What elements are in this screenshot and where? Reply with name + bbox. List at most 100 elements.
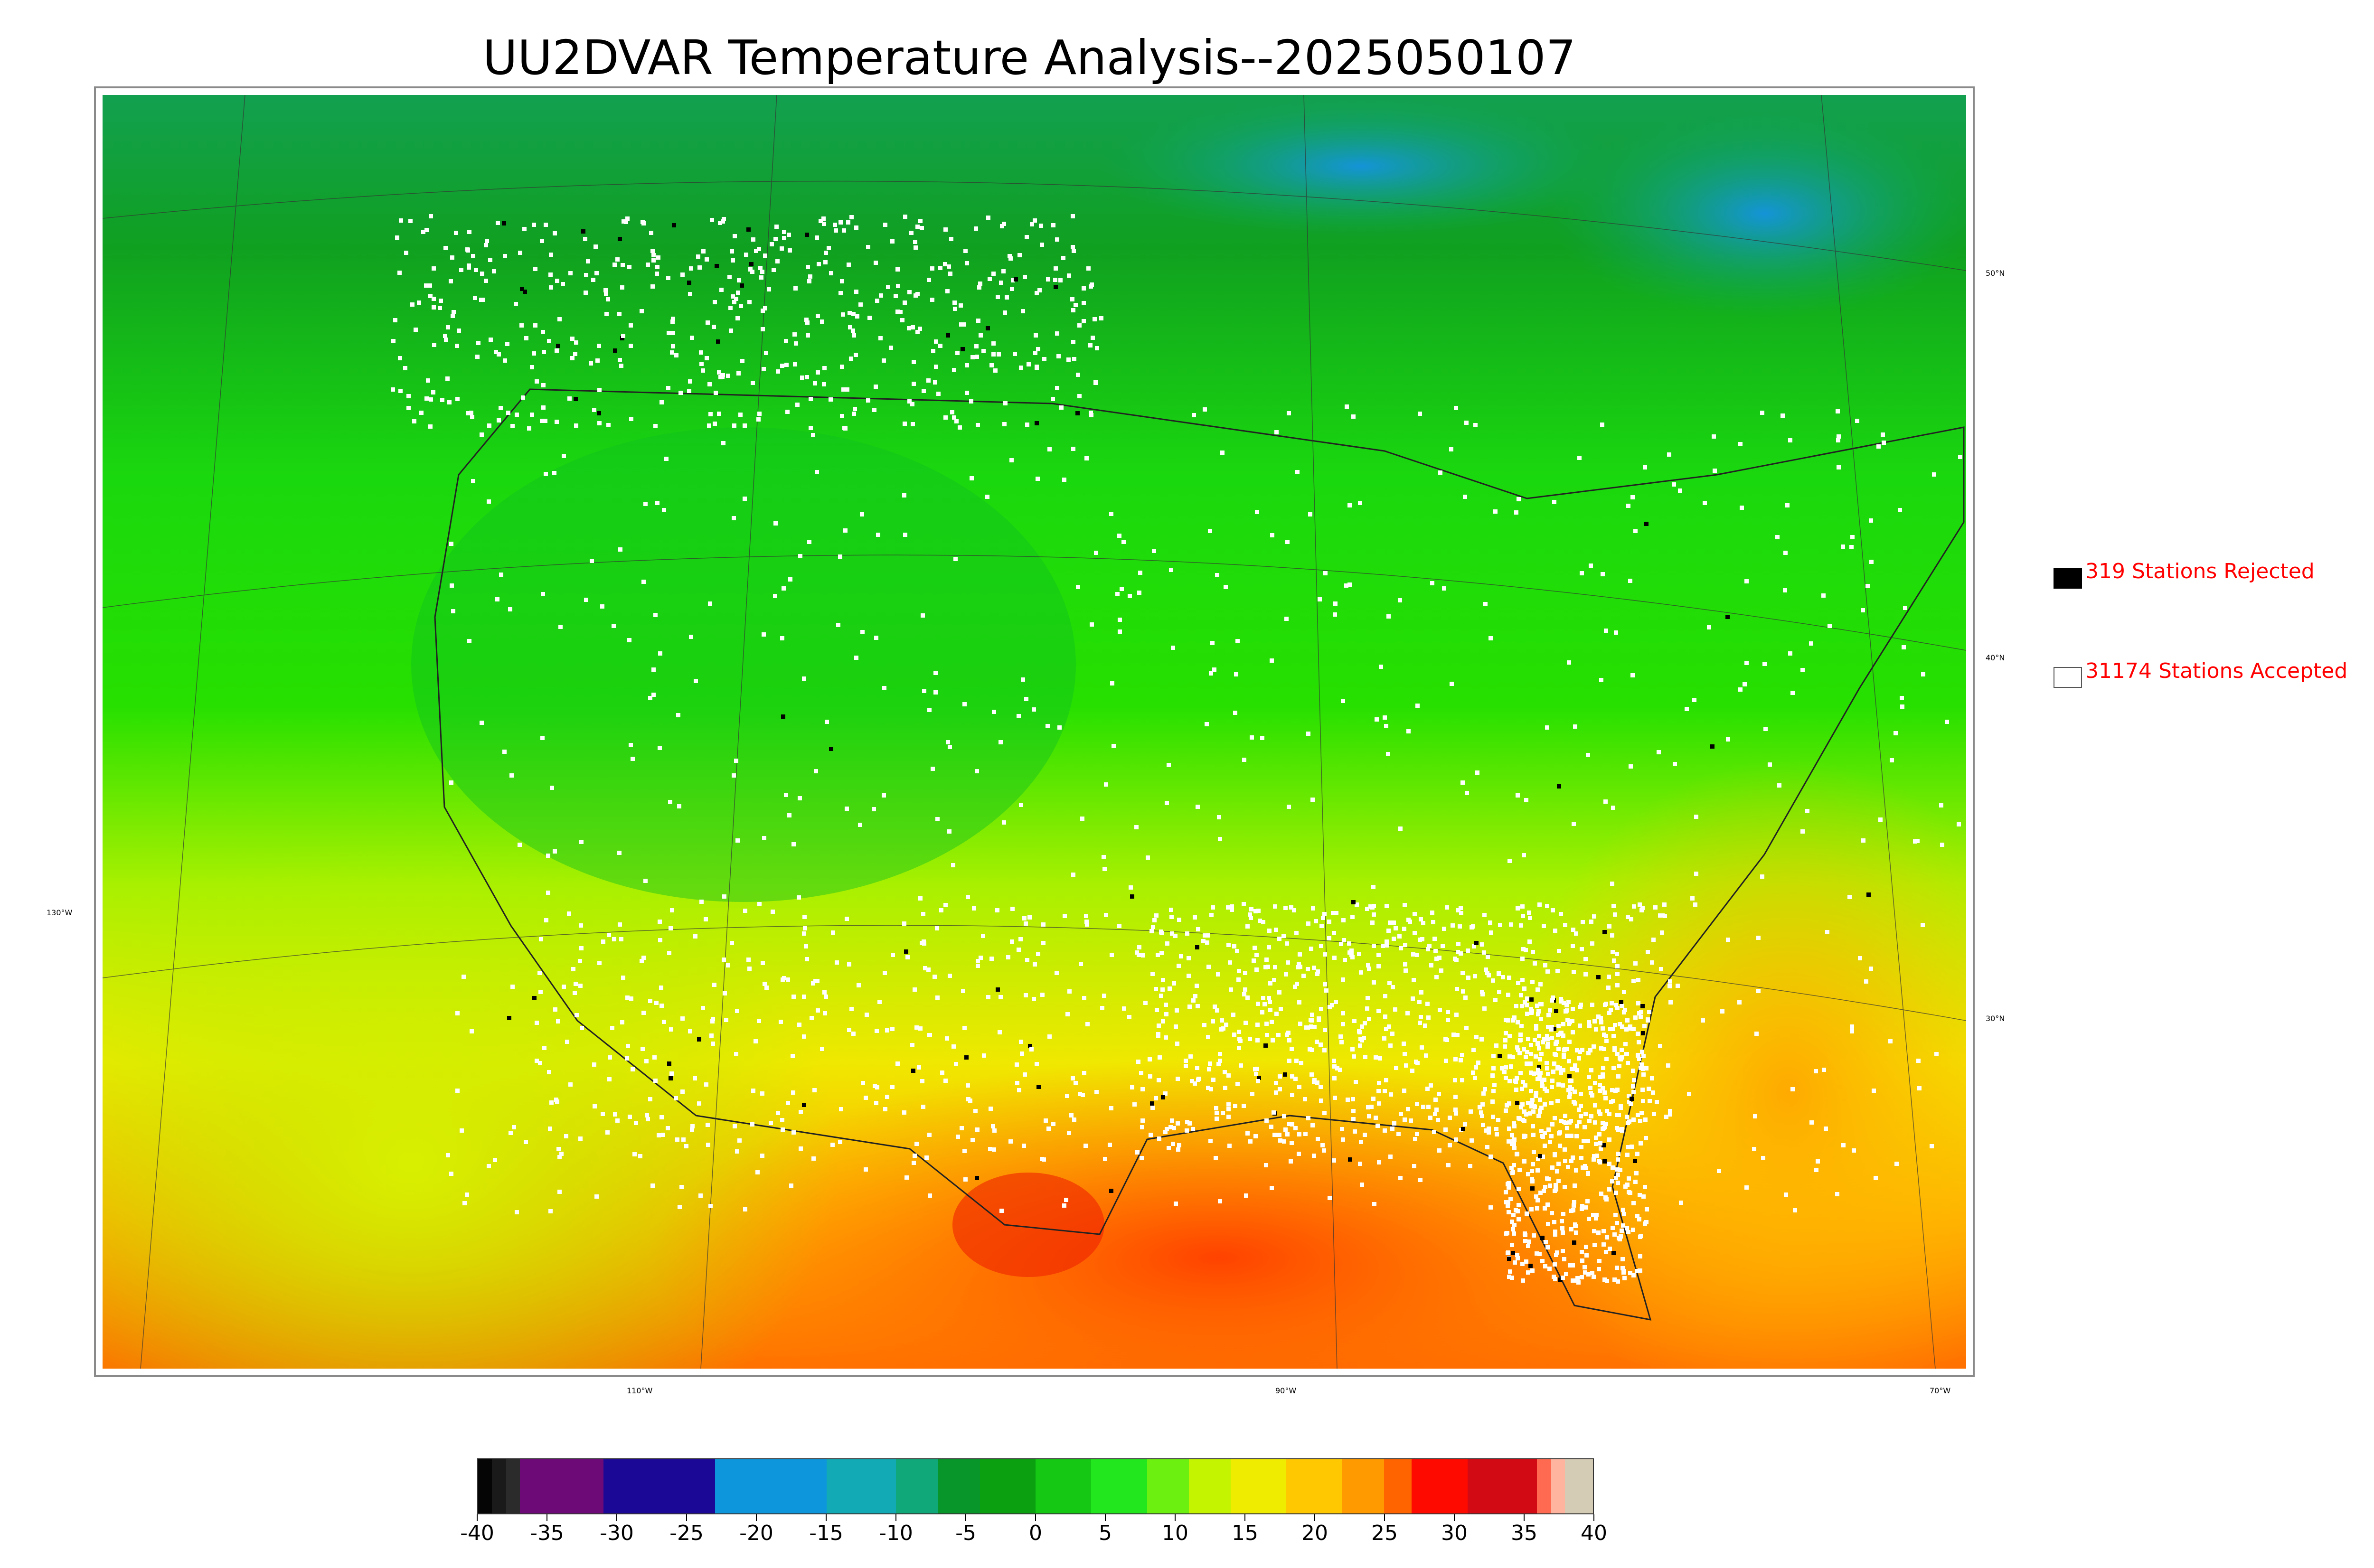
station-marker	[1269, 1125, 1273, 1129]
station-marker	[1529, 1089, 1533, 1093]
station-marker	[1514, 510, 1518, 515]
station-marker	[1725, 615, 1730, 619]
station-marker	[1900, 704, 1904, 709]
station-marker	[1352, 1054, 1356, 1059]
station-marker	[681, 1137, 686, 1142]
station-marker	[948, 272, 952, 276]
station-marker	[1519, 1024, 1524, 1028]
station-marker	[858, 302, 863, 307]
station-marker	[1140, 1125, 1144, 1129]
station-marker	[1019, 1040, 1023, 1044]
station-marker	[1510, 1276, 1514, 1280]
station-marker	[1277, 1133, 1281, 1137]
station-marker	[1625, 1018, 1630, 1023]
station-marker	[976, 423, 980, 427]
station-marker	[1512, 1121, 1516, 1126]
colorbar-tick-label: -30	[600, 1521, 634, 1545]
station-marker	[1403, 903, 1407, 907]
station-marker	[1668, 1112, 1672, 1117]
station-marker	[1140, 1118, 1145, 1123]
station-marker	[1599, 1020, 1603, 1024]
station-marker	[1157, 1023, 1161, 1028]
station-marker	[1809, 1120, 1814, 1125]
station-marker	[1285, 1132, 1290, 1136]
station-marker	[1615, 1167, 1620, 1172]
station-marker	[857, 983, 861, 987]
station-marker	[1506, 1251, 1510, 1255]
station-marker	[1281, 934, 1286, 938]
station-marker	[670, 319, 675, 324]
station-marker	[1428, 1116, 1432, 1120]
station-marker	[1528, 1111, 1532, 1116]
station-marker	[1410, 1069, 1414, 1073]
station-marker	[1082, 301, 1086, 305]
station-marker	[1215, 1117, 1219, 1121]
lat-label: 50°N	[1986, 269, 2005, 278]
station-marker	[727, 275, 732, 279]
colorbar-tick-label: -10	[879, 1521, 913, 1545]
station-marker	[1679, 1201, 1683, 1205]
station-marker	[1504, 1108, 1508, 1113]
station-marker	[600, 604, 604, 609]
station-marker	[1626, 915, 1630, 919]
station-marker	[1584, 1253, 1589, 1258]
station-marker	[1279, 1007, 1283, 1011]
station-marker	[1308, 1047, 1312, 1052]
station-marker	[520, 287, 524, 291]
station-marker	[849, 357, 853, 361]
station-marker	[1638, 902, 1642, 907]
station-marker	[730, 941, 734, 945]
station-marker	[851, 312, 856, 316]
station-marker	[462, 975, 466, 979]
station-marker	[1214, 1156, 1218, 1160]
station-marker	[1244, 1193, 1248, 1198]
station-marker	[506, 411, 510, 415]
station-marker	[1480, 1102, 1485, 1107]
station-marker	[911, 422, 915, 426]
station-marker	[1278, 1138, 1282, 1143]
station-marker	[1882, 441, 1886, 445]
station-marker	[1881, 432, 1885, 437]
station-marker	[625, 1056, 629, 1061]
colorbar-segment	[826, 1459, 896, 1513]
station-marker	[1332, 1059, 1336, 1063]
station-marker	[780, 636, 784, 640]
station-marker	[540, 419, 544, 423]
station-marker	[1376, 964, 1381, 968]
station-marker	[1642, 1024, 1647, 1028]
station-marker	[909, 231, 914, 235]
lon-label: 110°W	[627, 1386, 653, 1395]
station-marker	[696, 254, 700, 259]
station-marker	[657, 1133, 661, 1137]
station-marker	[524, 336, 528, 340]
station-marker	[1641, 1099, 1645, 1103]
station-marker	[1581, 1165, 1585, 1170]
station-marker	[905, 955, 910, 959]
station-marker	[584, 291, 588, 295]
station-marker	[1303, 1097, 1307, 1101]
station-marker	[988, 1147, 992, 1151]
station-marker	[1176, 1147, 1180, 1152]
atlantic-warm-region	[1503, 760, 1966, 1369]
station-marker	[1800, 668, 1805, 672]
station-marker	[1284, 617, 1289, 621]
station-marker	[912, 360, 916, 364]
colorbar-tick	[1593, 1514, 1594, 1521]
station-marker	[1310, 1013, 1314, 1017]
station-marker	[1850, 1024, 1854, 1029]
station-marker	[1608, 1247, 1612, 1251]
station-marker	[544, 918, 548, 922]
station-marker	[1537, 1046, 1541, 1051]
station-marker	[1526, 1244, 1530, 1248]
station-marker	[706, 1143, 710, 1147]
station-marker	[493, 1158, 497, 1162]
map-panel[interactable]: 50°N 40°N 30°N	[94, 86, 2005, 1377]
station-marker	[1355, 902, 1359, 907]
station-marker	[1538, 1057, 1542, 1061]
station-marker	[1168, 1125, 1173, 1129]
station-marker	[455, 1089, 460, 1093]
station-marker	[1334, 911, 1338, 915]
station-marker	[804, 944, 808, 948]
station-marker	[1474, 1035, 1479, 1039]
station-marker	[564, 1134, 568, 1138]
